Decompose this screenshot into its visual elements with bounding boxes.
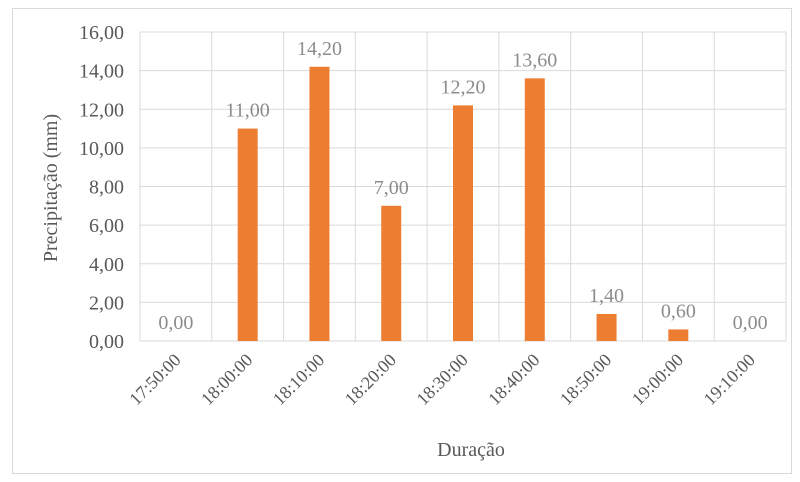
data-label: 0,00 xyxy=(733,312,768,334)
x-tick-label: 18:00:00 xyxy=(197,350,256,409)
bar xyxy=(237,128,258,341)
y-tick-labels: 0,00 2,00 4,00 6,00 8,00 10,00 12,00 14,00 16,00 xyxy=(79,22,124,353)
x-tick-label: 18:20:00 xyxy=(341,350,400,409)
data-label: 0,60 xyxy=(661,300,696,322)
bars xyxy=(237,66,689,341)
y-tick-label: 14,00 xyxy=(79,61,124,83)
x-tick-label: 18:30:00 xyxy=(412,350,471,409)
x-tick-label: 17:50:00 xyxy=(125,350,184,409)
y-tick-label: 10,00 xyxy=(79,138,124,160)
data-labels: 0,00 11,00 14,20 7,00 12,20 13,60 1,40 0,60 0,00 xyxy=(158,38,767,334)
bar xyxy=(524,78,545,341)
y-axis-title: Precipitação (mm) xyxy=(40,114,62,262)
x-tick-label: 19:10:00 xyxy=(700,350,759,409)
y-tick-label: 12,00 xyxy=(79,99,124,121)
x-axis-title: Duração xyxy=(437,439,505,461)
x-tick-label: 18:40:00 xyxy=(484,350,543,409)
data-label: 14,20 xyxy=(297,38,342,60)
bar xyxy=(668,329,689,341)
data-label: 1,40 xyxy=(589,285,624,307)
x-tick-labels: 17:50:00 18:00:00 18:10:00 18:20:00 18:30:00… xyxy=(125,350,759,409)
y-tick-label: 2,00 xyxy=(89,292,124,314)
data-label: 13,60 xyxy=(512,49,557,71)
y-tick-label: 6,00 xyxy=(89,215,124,237)
data-label: 12,20 xyxy=(441,76,486,98)
y-tick-label: 4,00 xyxy=(89,254,124,276)
bar xyxy=(596,313,617,341)
y-tick-label: 16,00 xyxy=(79,22,124,44)
bar xyxy=(309,66,330,341)
chart-frame xyxy=(12,8,792,474)
y-tick-label: 0,00 xyxy=(89,331,124,353)
data-label: 0,00 xyxy=(158,312,193,334)
bar xyxy=(453,105,473,341)
data-label: 11,00 xyxy=(226,100,270,122)
bar xyxy=(381,205,402,341)
x-tick-label: 18:10:00 xyxy=(269,350,328,409)
y-tick-label: 8,00 xyxy=(89,177,124,199)
x-tick-label: 19:00:00 xyxy=(628,350,687,409)
x-tick-label: 18:50:00 xyxy=(556,350,615,409)
data-label: 7,00 xyxy=(374,177,409,199)
